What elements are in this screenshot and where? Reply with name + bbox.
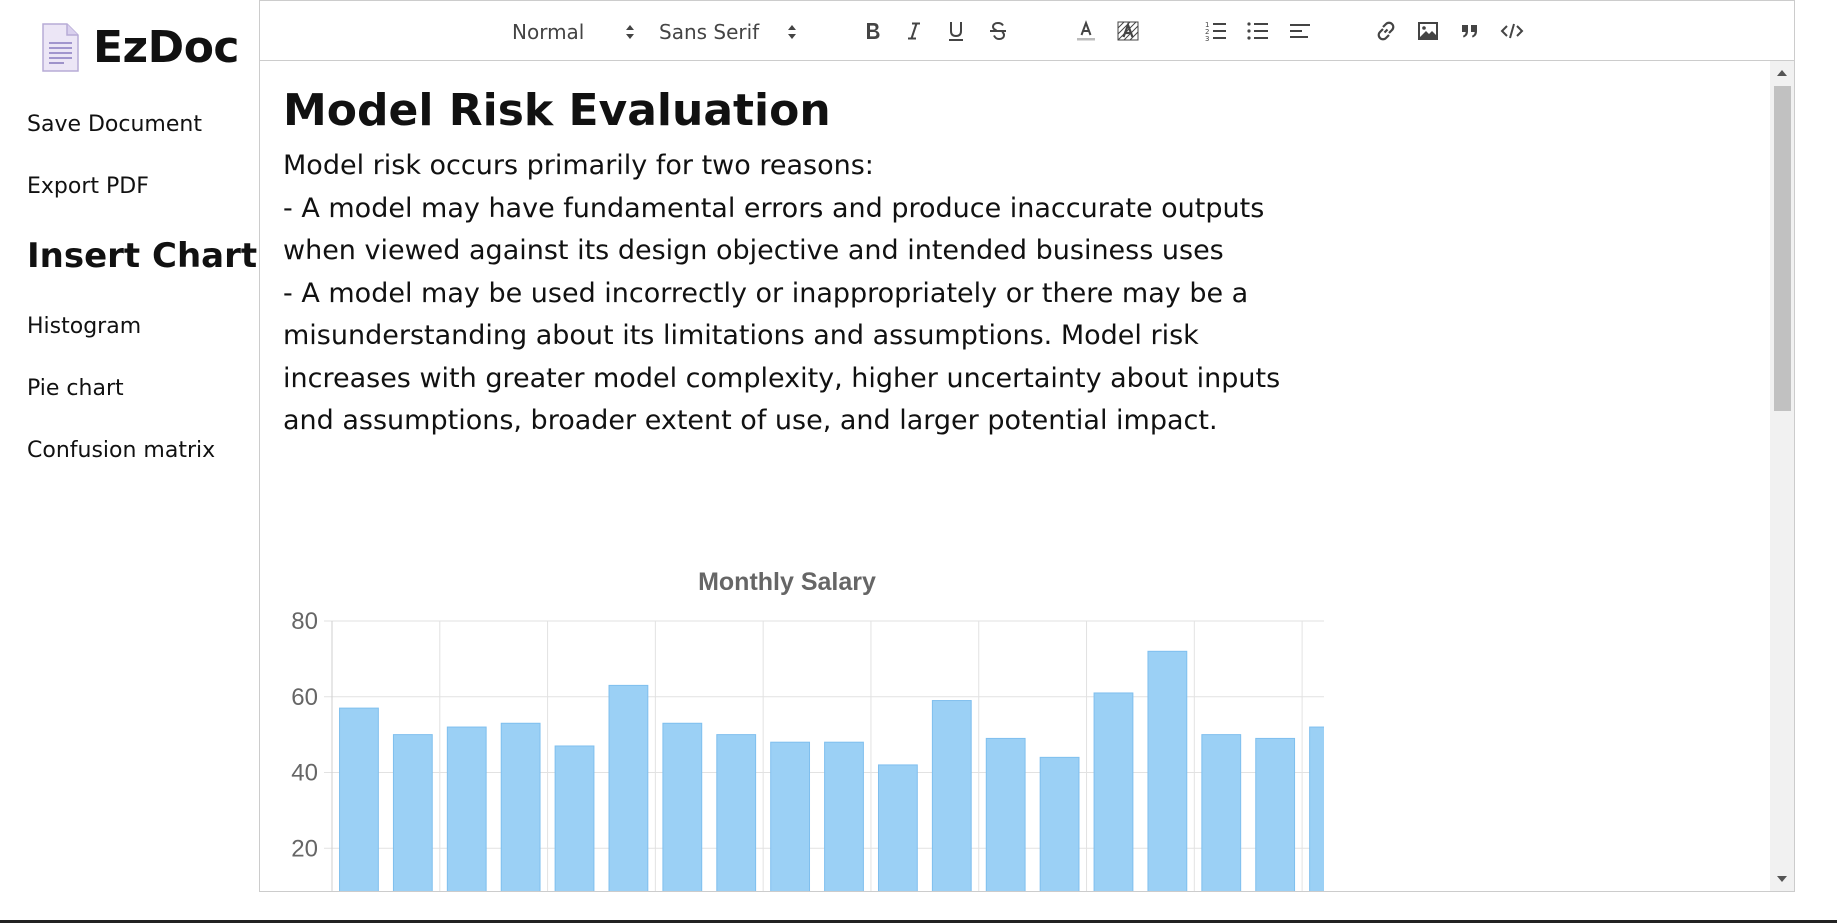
- insert-chart-heading: Insert Chart: [27, 236, 258, 276]
- image-button[interactable]: [1414, 17, 1442, 45]
- link-icon: [1377, 21, 1395, 41]
- chart-bar: [339, 707, 379, 891]
- chart-bar: [1039, 756, 1080, 891]
- chart-y-ticks: 020406080: [291, 608, 318, 862]
- body-line: - A model may have fundamental errors an…: [283, 192, 1265, 224]
- body-line: misunderstanding about its limitations a…: [283, 320, 1199, 351]
- y-tick-label: 60: [291, 684, 318, 711]
- chart-bar: [716, 734, 757, 891]
- save-document-button[interactable]: Save Document: [27, 112, 202, 137]
- bullet-list-icon: [1247, 22, 1268, 40]
- format-select[interactable]: Normal: [512, 19, 637, 45]
- text-color-button[interactable]: [1072, 17, 1100, 45]
- chart-bars: [339, 650, 1324, 891]
- link-button[interactable]: [1372, 17, 1400, 45]
- svg-text:3: 3: [1205, 35, 1209, 43]
- chart-bar: [554, 745, 595, 891]
- insert-confusion-matrix-button[interactable]: Confusion matrix: [27, 438, 216, 463]
- body-line: increases with greater model complexity,…: [283, 362, 1281, 394]
- insert-histogram-button[interactable]: Histogram: [27, 314, 142, 339]
- arrow-up-icon: [1777, 70, 1787, 76]
- chart-bar: [446, 726, 487, 891]
- blockquote-icon: [1462, 25, 1477, 38]
- export-pdf-button[interactable]: Export PDF: [27, 174, 149, 199]
- chart-bar: [931, 700, 972, 891]
- monthly-salary-chart: Monthly Salary 020406080: [291, 568, 1324, 891]
- ordered-list-icon: 1 2 3: [1205, 21, 1226, 43]
- chart-title: Monthly Salary: [698, 568, 876, 596]
- svg-text:2: 2: [1205, 28, 1209, 36]
- chart-bar: [1309, 726, 1324, 891]
- background-color-button[interactable]: [1114, 17, 1142, 45]
- blockquote-button[interactable]: [1456, 17, 1484, 45]
- bold-icon: [867, 23, 880, 39]
- chart-bar: [392, 734, 433, 891]
- document-body: Model risk occurs primarily for two reas…: [283, 145, 1281, 443]
- document-content[interactable]: Model Risk Evaluation Model risk occurs …: [260, 61, 1770, 891]
- vertical-scrollbar[interactable]: [1770, 61, 1794, 891]
- scroll-down-button[interactable]: [1770, 869, 1794, 889]
- chart-bar: [985, 737, 1026, 891]
- chart-bar: [1147, 650, 1188, 891]
- arrow-down-icon: [1777, 876, 1787, 882]
- toolbar: Normal Sans Serif: [260, 1, 1794, 61]
- body-line: and assumptions, broader extent of use, …: [283, 405, 1218, 436]
- app-name: EzDoc: [93, 22, 240, 73]
- chart-container: Monthly Salary 020406080: [274, 491, 1324, 891]
- font-select[interactable]: Sans Serif: [659, 19, 799, 45]
- bullet-list-button[interactable]: [1244, 17, 1272, 45]
- insert-pie-chart-button[interactable]: Pie chart: [27, 376, 124, 401]
- window-bottom-border: [0, 920, 1837, 923]
- align-left-icon: [1290, 24, 1310, 38]
- y-tick-label: 80: [291, 608, 318, 635]
- italic-button[interactable]: [900, 17, 928, 45]
- code-block-icon: [1500, 23, 1524, 39]
- document-title: Model Risk Evaluation: [283, 85, 831, 136]
- text-color-icon: [1077, 20, 1095, 41]
- y-tick-label: 20: [291, 835, 318, 862]
- chart-bar: [1255, 737, 1296, 891]
- editor: Normal Sans Serif: [259, 0, 1795, 892]
- underline-button[interactable]: [942, 17, 970, 45]
- background-color-icon: [1117, 21, 1139, 41]
- body-line: when viewed against its design objective…: [283, 235, 1224, 266]
- scroll-up-button[interactable]: [1770, 63, 1794, 83]
- select-arrows-icon: [788, 25, 796, 39]
- chart-bar: [877, 764, 918, 891]
- ordered-list-button[interactable]: 1 2 3: [1202, 17, 1230, 45]
- chart-bar: [1201, 734, 1242, 891]
- image-icon: [1418, 22, 1438, 40]
- chart-bar: [500, 722, 541, 891]
- body-line: Model risk occurs primarily for two reas…: [283, 150, 874, 181]
- svg-text:1: 1: [1205, 21, 1209, 29]
- chart-bar: [1093, 692, 1134, 891]
- select-arrows-icon: [626, 25, 634, 39]
- underline-icon: [949, 22, 963, 41]
- chart-bar: [608, 684, 649, 891]
- format-select-value: Normal: [512, 20, 585, 44]
- chart-bar: [770, 741, 811, 891]
- scrollbar-thumb[interactable]: [1774, 86, 1791, 411]
- chart-bar: [824, 741, 864, 891]
- strikethrough-icon: [990, 21, 1006, 41]
- font-select-value: Sans Serif: [659, 20, 760, 44]
- chart-bar: [662, 722, 703, 891]
- y-tick-label: 40: [291, 760, 318, 787]
- body-line: - A model may be used incorrectly or ina…: [283, 277, 1249, 309]
- code-block-button[interactable]: [1498, 17, 1526, 45]
- italic-icon: [908, 22, 920, 40]
- document-icon: [42, 22, 79, 72]
- sidebar: EzDoc Save Document Export PDF Insert Ch…: [0, 0, 259, 920]
- strikethrough-button[interactable]: [984, 17, 1012, 45]
- brand: EzDoc: [40, 22, 240, 73]
- bold-button[interactable]: [858, 17, 886, 45]
- align-button[interactable]: [1286, 17, 1314, 45]
